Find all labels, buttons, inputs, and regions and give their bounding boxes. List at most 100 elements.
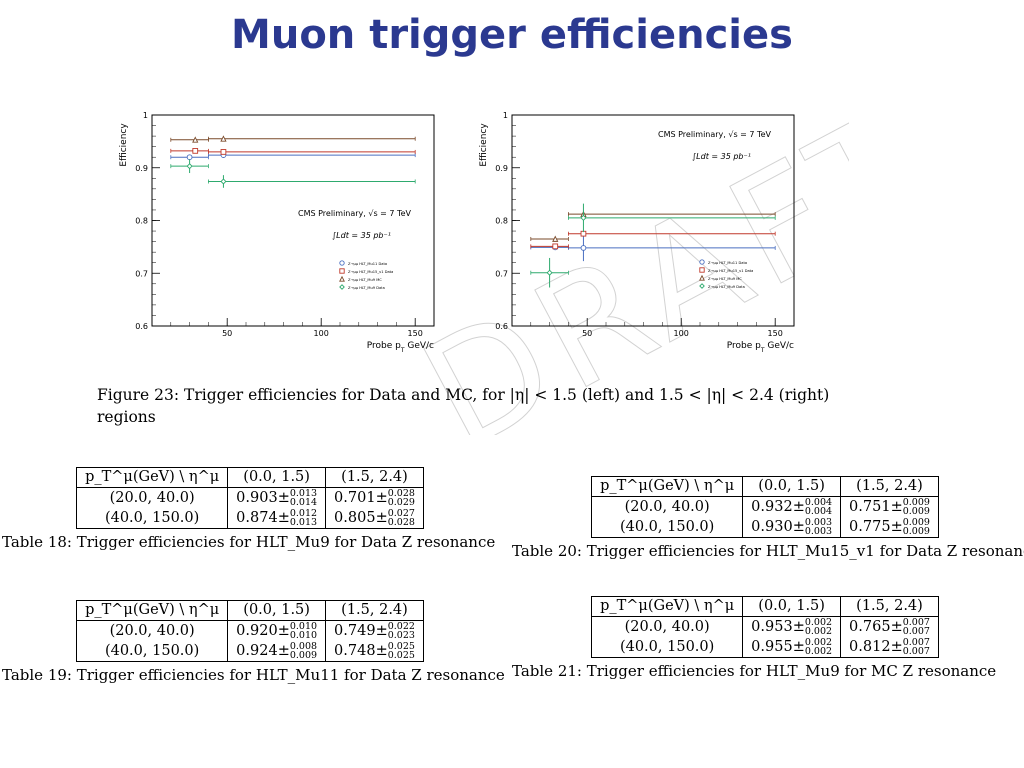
x-tick-label: 150 [768, 329, 783, 338]
legend-entry: Z→μμ HLT_Mu9 Data [708, 285, 745, 289]
uncertainty: 0.007 0.007 [902, 617, 930, 637]
uncertainty-up: 0.009 [902, 497, 930, 508]
y-tick-label: 0.7 [135, 269, 148, 278]
table-row: (40.0, 150.0) 0.874± 0.012 0.013 0.805± 0.027… [76, 508, 424, 529]
uncertainty: 0.008 0.009 [289, 641, 318, 661]
header-cell: (1.5, 2.4) [325, 600, 424, 621]
efficiency-value: 0.701 [334, 490, 376, 506]
efficiency-value: 0.775 [849, 519, 891, 535]
plot-left: 0.6 0.7 0.8 0.9 1 50 100 150 Efficiency Probe pT … [112, 100, 452, 359]
uncertainty-up: 0.010 [289, 621, 318, 632]
uncertainty-down: 0.009 [289, 650, 318, 661]
header-cell: (0.0, 1.5) [742, 476, 842, 497]
table-row: (20.0, 40.0) 0.920± 0.010 0.010 0.749 ± 0.022 0… [76, 620, 424, 641]
data-point [220, 178, 227, 185]
uncertainty-up: 0.008 [289, 641, 318, 652]
legend-marker [339, 260, 345, 266]
uncertainty: 0.028 0.029 [387, 489, 415, 508]
cms-annotation: CMS Preliminary, √s = 7 TeV [658, 130, 772, 139]
data-point [192, 148, 199, 154]
uncertainty-up: 0.007 [902, 617, 930, 628]
efficiency-cell: 0.924± 0.008 0.009 [227, 641, 327, 662]
y-tick-label: 0.6 [495, 322, 508, 331]
uncertainty: 0.002 0.002 [805, 638, 832, 657]
table-caption: Table 20: Trigger efficiencies for HLT_M… [512, 542, 1024, 560]
data-point [580, 214, 587, 221]
efficiency-value: 0.748 [334, 643, 376, 659]
uncertainty: 0.025 0.025 [387, 641, 415, 661]
plus-minus: ± [792, 619, 805, 635]
bin-cell: (20.0, 40.0) [76, 620, 229, 641]
table-19-block: p_T^μ(GeV) \ η^μ (0.0, 1.5) (1.5, 2.4) (20.… [2, 600, 505, 684]
x-tick-label: 150 [408, 329, 423, 338]
plus-minus: ± [890, 639, 903, 655]
header-cell: p_T^μ(GeV) \ η^μ [591, 476, 744, 497]
plus-minus: ± [375, 643, 388, 659]
efficiency-value: 0.751 [849, 499, 891, 515]
plus-minus: ± [277, 623, 290, 639]
plus-minus: ± [375, 510, 388, 526]
efficiency-cell: 0.701± 0.028 0.029 [326, 488, 424, 509]
data-point [186, 154, 193, 161]
table-caption: Table 21: Trigger efficiencies for HLT_M… [512, 662, 997, 680]
efficiency-cell: 0.874± 0.012 0.013 [227, 508, 327, 529]
efficiency-cell: 0.775± 0.009 0.009 [841, 517, 939, 538]
uncertainty-down: 0.010 [289, 630, 318, 641]
efficiency-cell: 0.920± 0.010 0.010 [227, 620, 327, 641]
efficiency-value: 0.749 [334, 623, 376, 639]
uncertainty-down: 0.028 [387, 517, 415, 528]
plot-frame [151, 114, 435, 327]
y-tick-label: 0.7 [495, 269, 508, 278]
plus-minus: ± [792, 639, 805, 655]
header-cell: p_T^μ(GeV) \ η^μ [591, 596, 744, 617]
legend-marker [699, 274, 705, 281]
plus-minus: ± [890, 499, 903, 515]
uncertainty-down: 0.007 [902, 626, 930, 637]
legend-marker [699, 267, 705, 273]
efficiency-cell: 0.805± 0.027 0.028 [326, 508, 424, 529]
plus-minus: ± [277, 510, 290, 526]
efficiency-cell: 0.751± 0.009 0.009 [841, 497, 939, 518]
table-caption: Table 19: Trigger efficiencies for HLT_M… [2, 666, 505, 684]
header-cell: p_T^μ(GeV) \ η^μ [76, 600, 229, 621]
uncertainty: 0.012 0.013 [289, 509, 318, 528]
bin-cell: (20.0, 40.0) [591, 616, 744, 637]
legend-entry: Z→μμ HLT_Mu9 MC [708, 277, 742, 281]
table-20-block: p_T^μ(GeV) \ η^μ (0.0, 1.5) (1.5, 2.4) (20.… [512, 476, 1024, 560]
data-point [552, 243, 559, 250]
uncertainty: 0.003 0.003 [805, 518, 832, 537]
efficiency-table: p_T^μ(GeV) \ η^μ (0.0, 1.5) (1.5, 2.4) (20.… [591, 476, 939, 538]
uncertainty: 0.022 0.023 [387, 622, 415, 641]
efficiency-value: 0.955 [751, 639, 793, 655]
bin-cell: (40.0, 150.0) [76, 508, 229, 529]
header-cell: (0.0, 1.5) [742, 596, 842, 617]
efficiency-cell: 0.955± 0.002 0.002 [742, 637, 842, 658]
uncertainty-down: 0.023 [387, 630, 415, 641]
efficiency-value: 0.903 [236, 490, 278, 506]
bin-cell: (40.0, 150.0) [76, 641, 229, 662]
table-row: (40.0, 150.0) 0.955± 0.002 0.002 0.812± 0.007… [591, 637, 939, 658]
x-tick-label: 100 [314, 329, 329, 338]
efficiency-value: 0.765 [849, 619, 891, 635]
data-point [220, 149, 227, 155]
uncertainty-down: 0.025 [387, 650, 415, 661]
plus-minus: ± [277, 490, 290, 506]
table-caption: Table 18: Trigger efficiencies for HLT_M… [2, 533, 496, 551]
luminosity-annotation: ∫Ldt = 35 pb⁻¹ [332, 231, 391, 240]
efficiency-table: p_T^μ(GeV) \ η^μ (0.0, 1.5) (1.5, 2.4) (20.… [76, 467, 424, 529]
y-tick-label: 0.8 [135, 217, 148, 226]
bin-cell: (40.0, 150.0) [591, 637, 744, 658]
y-tick-label: 0.8 [495, 217, 508, 226]
uncertainty-down: 0.029 [387, 497, 415, 508]
uncertainty-down: 0.013 [289, 517, 318, 528]
efficiency-value: 0.932 [751, 499, 793, 515]
table-row: (20.0, 40.0) 0.932± 0.004 0.004 0.751± 0.009 0… [591, 496, 939, 518]
header-cell: (1.5, 2.4) [840, 476, 939, 497]
x-tick-label: 100 [674, 329, 689, 338]
uncertainty-up: 0.025 [387, 641, 415, 652]
efficiency-cell: 0.812± 0.007 0.007 [841, 637, 939, 658]
uncertainty: 0.004 0.004 [805, 498, 832, 517]
legend-marker [699, 283, 705, 289]
uncertainty: 0.007 0.007 [903, 638, 930, 657]
